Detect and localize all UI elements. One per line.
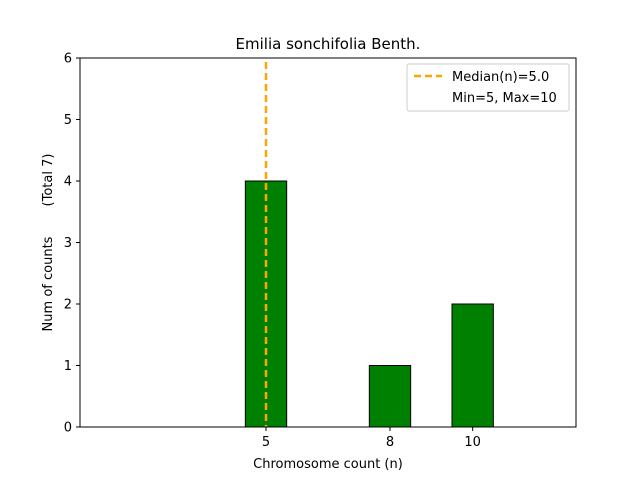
legend-range-label: Min=5, Max=10 (452, 91, 557, 106)
x-tick-label: 5 (262, 435, 270, 450)
legend-median-label: Median(n)=5.0 (452, 70, 549, 85)
x-tick-label: 10 (464, 435, 481, 450)
chart-title: Emilia sonchifolia Benth. (236, 35, 421, 53)
bar-8 (368, 365, 412, 428)
bar-10 (451, 303, 494, 428)
x-axis-label: Chromosome count (n) (253, 457, 403, 472)
y-tick-label: 5 (64, 113, 72, 128)
bars (244, 180, 494, 428)
legend-box (406, 63, 570, 112)
y-tick-label: 3 (64, 236, 72, 251)
y-axis-label: Num of counts (41, 236, 56, 331)
y-tick-label: 1 (64, 359, 72, 374)
x-tick-label: 8 (386, 435, 394, 450)
y-tick-label: 4 (64, 175, 72, 190)
y-axis-total-label: (Total 7) (41, 154, 56, 207)
y-tick-label: 6 (64, 52, 72, 67)
y-tick-label: 0 (64, 421, 72, 436)
x-axis-ticks: 5 8 10 (262, 427, 481, 450)
legend: Median(n)=5.0 Min=5, Max=10 (406, 63, 570, 112)
plot-frame (79, 57, 577, 428)
y-tick-label: 2 (64, 298, 72, 313)
y-axis-ticks: 0 1 2 3 4 5 6 (64, 52, 80, 436)
